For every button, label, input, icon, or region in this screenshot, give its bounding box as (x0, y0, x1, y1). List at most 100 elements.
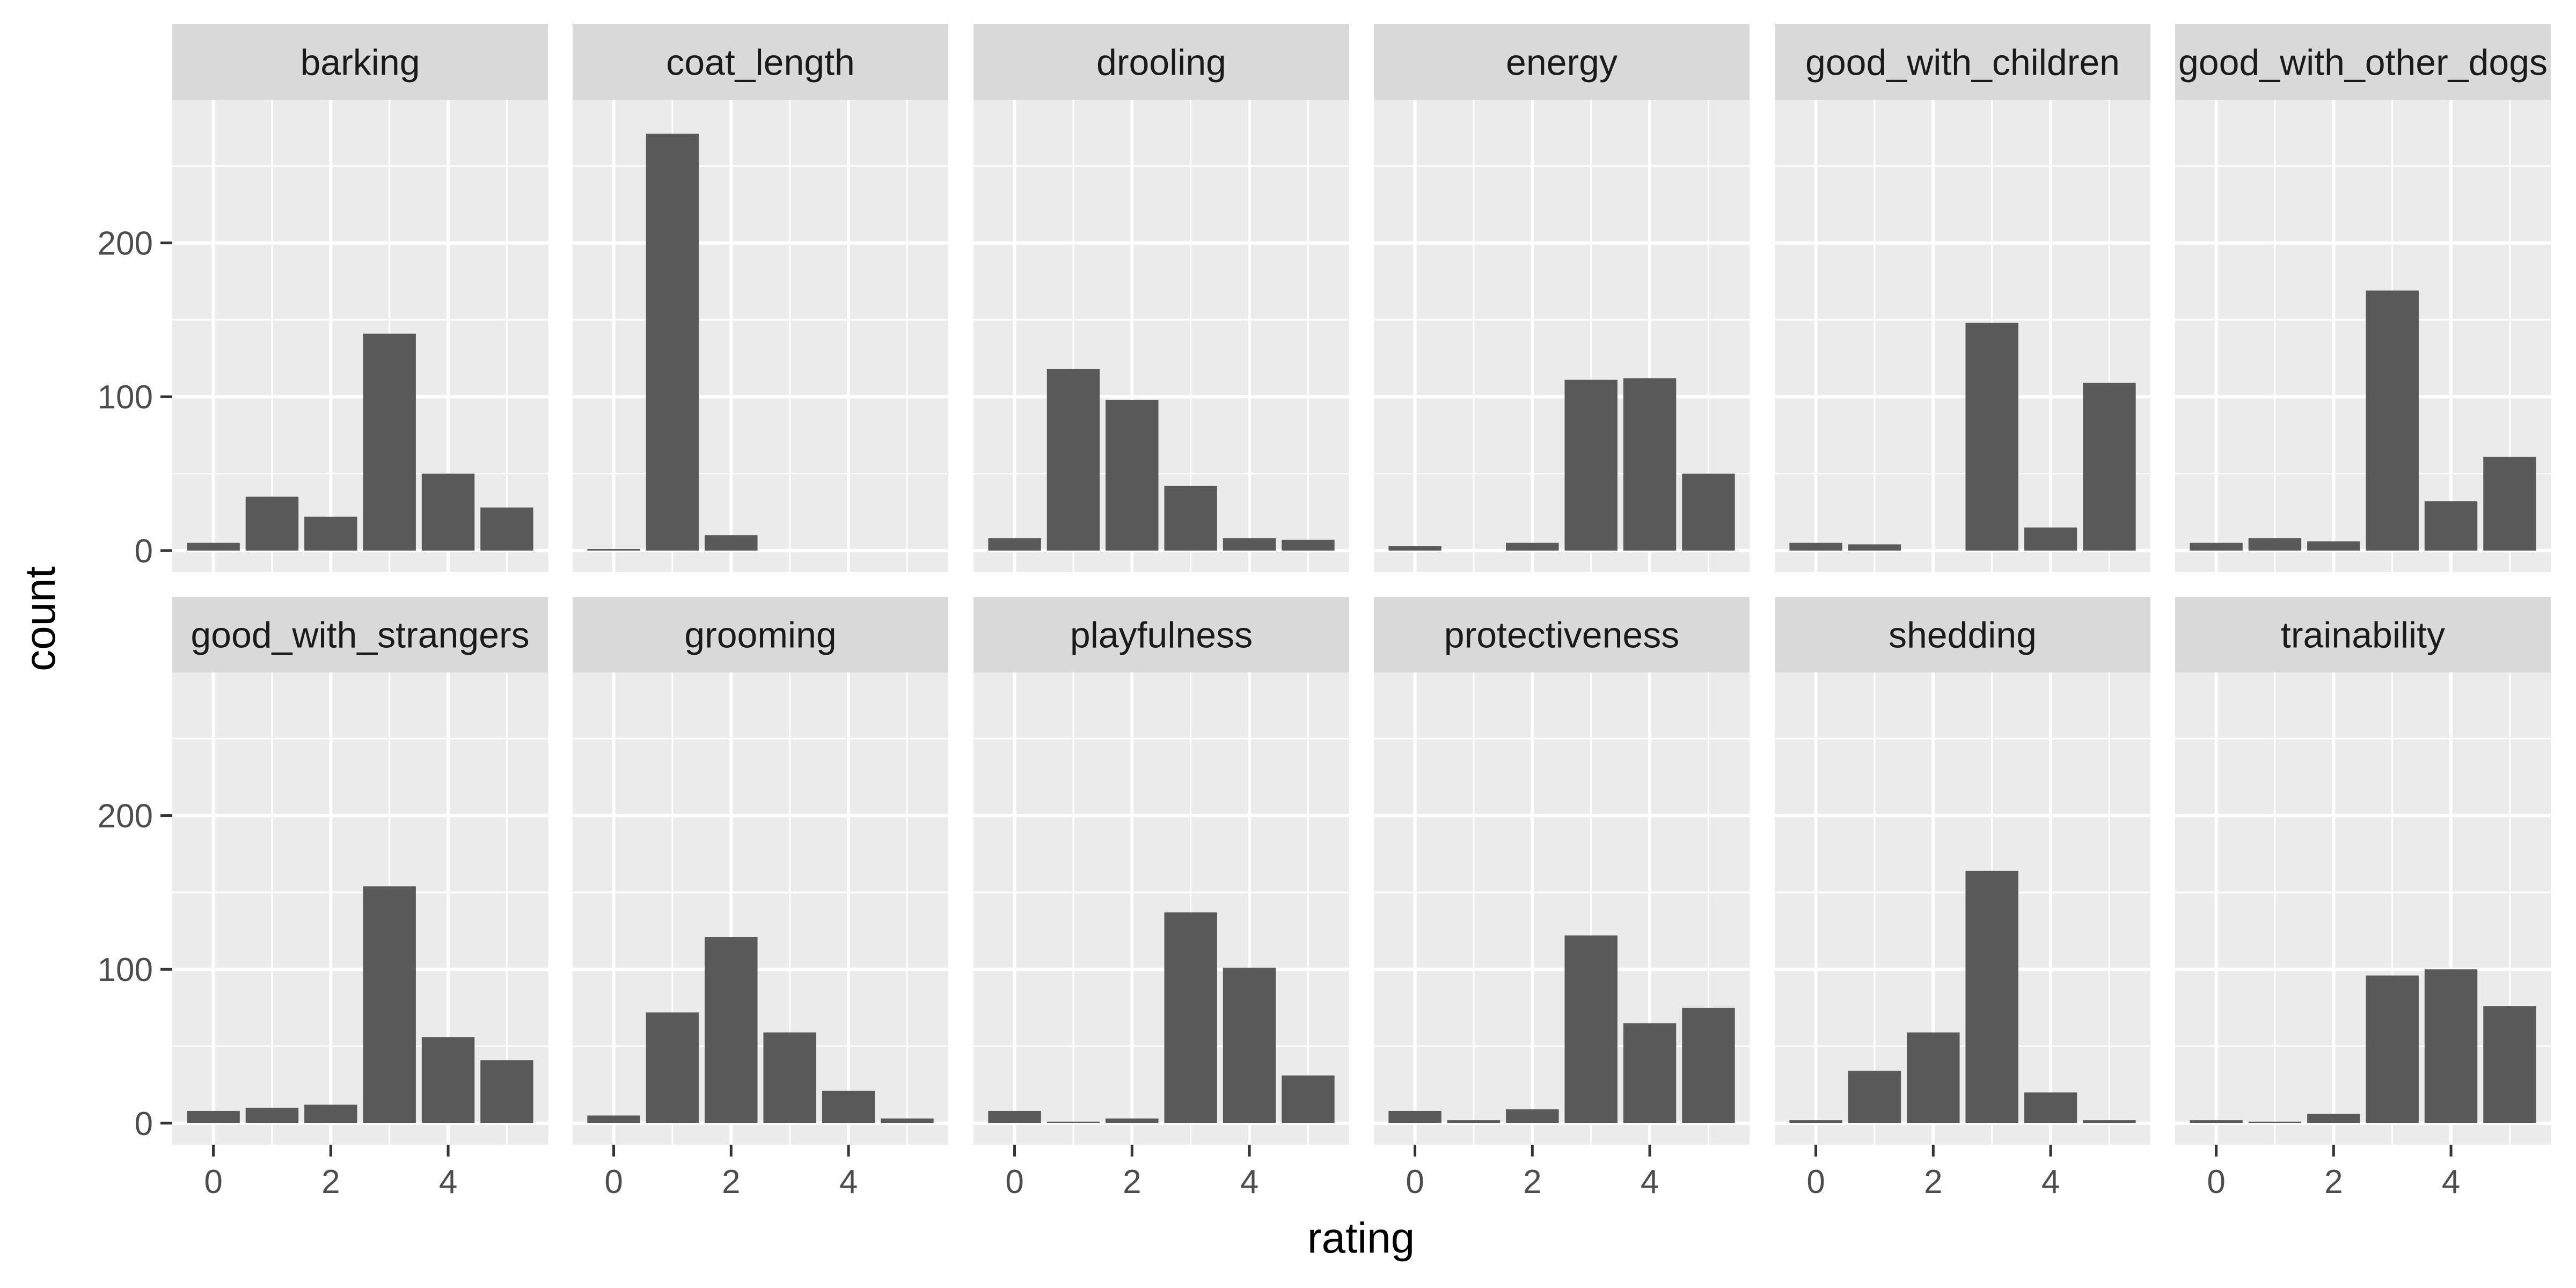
facet-strip (1775, 597, 2150, 672)
bar-energy-rating-5: energy 5: 50 (1682, 473, 1735, 551)
facet-strip-label: shedding (1889, 615, 2037, 656)
bar-barking-rating-5: barking 5: 28 (480, 507, 533, 551)
facet-strip (573, 24, 948, 100)
x-tick-label: 2 (1123, 1163, 1141, 1201)
facet-strip-label: trainability (2281, 615, 2445, 656)
bar-good-with-strangers-rating-0: good_with_strangers 0: 8 (187, 1110, 240, 1123)
bar-good-with-children-rating-5: good_with_children 5: 109 (2083, 383, 2136, 551)
bar-coat-length-rating-0: coat_length 0: 1 (587, 549, 640, 551)
bar-shedding-rating-0: shedding 0: 2 (1789, 1120, 1842, 1123)
facet-playfulness: playfulness playfulness 0: 8 playfulness 1… (974, 597, 1349, 1145)
facet-panel-background (573, 100, 948, 572)
facet-strip (2175, 24, 2551, 100)
bar-shedding-rating-1: shedding 1: 34 (1848, 1071, 1901, 1123)
bar-protectiveness-rating-0: protectiveness 0: 8 (1388, 1110, 1441, 1123)
bar-grooming-rating-2: grooming 2: 121 (705, 937, 758, 1123)
y-tick-label: 200 (98, 225, 153, 262)
x-axis: 0 2 4 0 2 4 0 2 4 0 2 4 0 2 4 0 2 4 (204, 1145, 2460, 1201)
bar-good-with-strangers-rating-3: good_with_strangers 3: 154 (363, 886, 416, 1123)
x-tick-label: 2 (722, 1163, 740, 1201)
facet-strip-label: playfulness (1070, 615, 1253, 656)
bar-trainability-rating-5: trainability 5: 76 (2483, 1006, 2536, 1123)
facet-good-with-other-dogs: good_with_other_dogs good_with_other_dogs… (2175, 24, 2551, 572)
bar-drooling-rating-4: drooling 4: 8 (1223, 538, 1276, 551)
x-tick-label: 4 (1641, 1163, 1659, 1201)
y-tick-label: 100 (98, 379, 153, 416)
bar-drooling-rating-3: drooling 3: 42 (1164, 486, 1217, 551)
y-tick-label: 0 (135, 1106, 153, 1143)
x-tick-label: 0 (1406, 1163, 1424, 1201)
y-axis-title: count (16, 566, 64, 671)
bar-good-with-other-dogs-rating-0: good_with_other_dogs 0: 5 (2190, 543, 2243, 551)
facet-panel-background (974, 100, 1349, 572)
bar-drooling-rating-2: drooling 2: 98 (1106, 399, 1159, 551)
facet-strip (1374, 597, 1750, 672)
bar-playfulness-rating-0: playfulness 0: 8 (988, 1110, 1041, 1123)
bar-good-with-strangers-rating-1: good_with_strangers 1: 10 (245, 1108, 299, 1123)
y-tick-label: 0 (135, 533, 153, 570)
facet-barking: barkingbarking 0: 5barking 1: 35barking … (172, 24, 548, 572)
bar-grooming-rating-4: grooming 4: 21 (822, 1091, 875, 1123)
x-axis-title: rating (1307, 1214, 1415, 1262)
facet-strip-label: good_with_children (1805, 42, 2120, 83)
x-tick-label: 4 (2442, 1163, 2460, 1201)
bar-energy-rating-4: energy 4: 112 (1623, 378, 1677, 551)
bar-grooming-rating-3: grooming 3: 59 (763, 1032, 816, 1123)
y-tick-label: 200 (98, 798, 153, 835)
bar-grooming-rating-1: grooming 1: 72 (646, 1012, 699, 1123)
bar-shedding-rating-5: shedding 5: 2 (2083, 1120, 2136, 1123)
bar-barking-rating-4: barking 4: 50 (421, 473, 475, 551)
facet-panel-background (172, 100, 548, 572)
facet-strip-label: good_with_other_dogs (2178, 42, 2548, 83)
y-tick-label: 100 (98, 952, 153, 989)
facet-coat-length: coat_length coat_length 0: 1 coat_length 1… (573, 24, 948, 572)
bar-trainability-rating-1: trainability 1: 1 (2248, 1122, 2302, 1123)
facet-energy: energy energy 0: 3 energy 2: 5 energy 3: 11… (1374, 24, 1750, 572)
facet-strip-label: coat_length (666, 42, 855, 83)
bar-good-with-children-rating-1: good_with_children 1: 4 (1848, 544, 1901, 551)
bar-good-with-other-dogs-rating-1: good_with_other_dogs 1: 8 (2248, 538, 2302, 551)
bar-grooming-rating-0: grooming 0: 5 (587, 1115, 640, 1123)
bar-grooming-rating-5: grooming 5: 3 (881, 1118, 934, 1123)
x-tick-label: 4 (2041, 1163, 2060, 1201)
bar-good-with-strangers-rating-2: good_with_strangers 2: 12 (304, 1104, 357, 1123)
x-tick-label: 4 (439, 1163, 457, 1201)
bar-shedding-rating-2: shedding 2: 59 (1907, 1032, 1960, 1123)
facet-strip (1775, 24, 2150, 100)
bar-good-with-strangers-rating-5: good_with_strangers 5: 41 (480, 1060, 533, 1123)
bar-energy-rating-2: energy 2: 5 (1506, 543, 1559, 551)
facet-shedding: sheddingshedding 0: 2shedding 1: 34shedd… (1775, 597, 2150, 1145)
facet-trainability: trainability trainability 0: 2 trainabilit… (2175, 597, 2551, 1145)
bar-shedding-rating-3: shedding 3: 164 (1965, 870, 2018, 1123)
bar-barking-rating-1: barking 1: 35 (245, 496, 299, 551)
x-tick-label: 0 (2207, 1163, 2225, 1201)
bar-protectiveness-rating-4: protectiveness 4: 65 (1623, 1023, 1677, 1123)
bar-playfulness-rating-2: playfulness 2: 3 (1106, 1118, 1159, 1123)
bar-barking-rating-2: barking 2: 22 (304, 516, 357, 551)
x-tick-label: 0 (204, 1163, 222, 1201)
facet-good-with-strangers: good_with_strangers good_with_strangers 0… (172, 597, 548, 1145)
bar-good-with-children-rating-0: good_with_children 0: 5 (1789, 543, 1842, 551)
facet-strip-label: barking (300, 42, 420, 83)
bar-barking-rating-3: barking 3: 141 (363, 333, 416, 551)
x-tick-label: 0 (604, 1163, 623, 1201)
facet-strip-label: protectiveness (1444, 615, 1679, 656)
facet-strip-label: energy (1506, 42, 1618, 83)
bar-good-with-other-dogs-rating-3: good_with_other_dogs 3: 169 (2366, 290, 2419, 551)
facet-strip (974, 597, 1349, 672)
bar-barking-rating-0: barking 0: 5 (187, 543, 240, 551)
x-tick-label: 4 (839, 1163, 858, 1201)
bar-trainability-rating-0: trainability 0: 2 (2190, 1120, 2243, 1123)
facet-panel-background (974, 672, 1349, 1145)
bar-playfulness-rating-3: playfulness 3: 137 (1164, 912, 1217, 1123)
bar-good-with-children-rating-3: good_with_children 3: 148 (1965, 323, 2018, 551)
x-tick-label: 2 (1924, 1163, 1942, 1201)
facet-strip (2175, 597, 2551, 672)
bar-protectiveness-rating-3: protectiveness 3: 122 (1564, 935, 1618, 1123)
facet-grooming: groominggrooming 0: 5grooming 1: 72groom… (573, 597, 948, 1145)
x-tick-label: 2 (321, 1163, 340, 1201)
bar-good-with-other-dogs-rating-5: good_with_other_dogs 5: 61 (2483, 457, 2536, 551)
bar-good-with-other-dogs-rating-2: good_with_other_dogs 2: 6 (2307, 541, 2360, 551)
bar-energy-rating-0: energy 0: 3 (1388, 546, 1441, 551)
facet-strip-label: drooling (1096, 42, 1226, 83)
